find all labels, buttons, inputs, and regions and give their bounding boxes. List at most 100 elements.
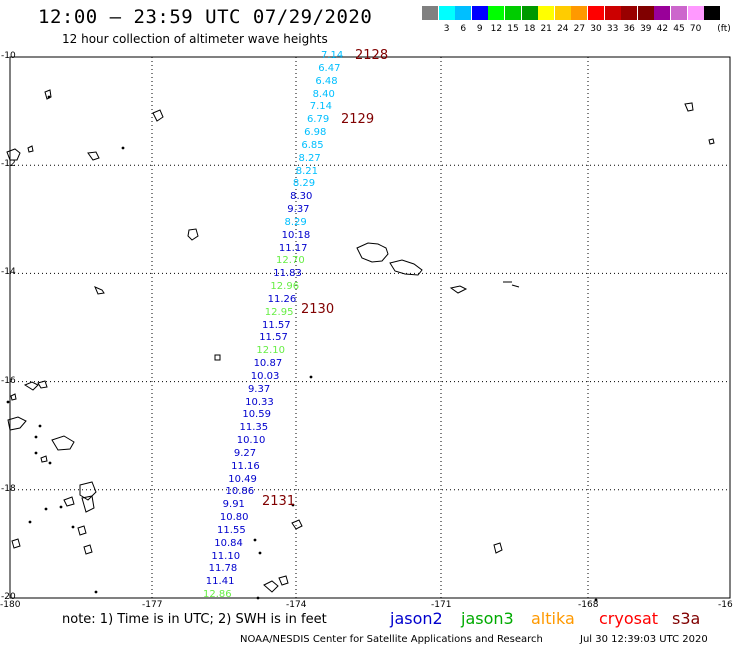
colorbar-tick-label: 24	[557, 24, 569, 34]
wave-height-label: 8.40	[312, 88, 335, 100]
wave-height-label: 12.96	[270, 281, 300, 292]
colorbar-swatch	[621, 6, 638, 20]
latitude-label: -18	[1, 483, 16, 494]
islands	[6, 89, 715, 602]
wave-height-label: 10.80	[219, 512, 249, 523]
colorbar-tick-label: 15	[507, 24, 519, 34]
colorbar-swatch	[538, 6, 555, 20]
island	[81, 495, 95, 513]
wave-height-label: 9.91	[222, 499, 245, 511]
colorbar-tick-label: 39	[640, 24, 652, 34]
latitude-label: -12	[1, 159, 16, 170]
colorbar-swatch	[654, 6, 671, 20]
wave-height-label: 12.70	[276, 255, 305, 267]
colorbar-swatch	[488, 6, 505, 20]
colorbar-tick-label: 33	[606, 24, 619, 34]
latitude-label: -10	[1, 51, 16, 61]
colorbar-swatch	[554, 6, 571, 20]
footer-note: note: 1) Time is in UTC; 2) SWH is in fe…	[62, 612, 327, 627]
colorbar-tick-label: 27	[573, 24, 586, 34]
colorbar-tick-label: 42	[656, 24, 669, 34]
wave-height-label: 11.17	[278, 242, 308, 254]
colorbar-tick-label: 18	[523, 24, 536, 34]
islet	[71, 525, 75, 529]
wave-height-label: 11.78	[208, 563, 238, 575]
wave-height-label: 7.14	[321, 50, 344, 61]
islet	[594, 598, 598, 602]
legend-jason3: jason3	[461, 609, 514, 628]
latitude-label: -14	[1, 267, 16, 278]
wave-height-label: 11.57	[259, 332, 288, 344]
colorbar-tick-label: 21	[540, 24, 552, 34]
graticule	[9, 56, 731, 599]
colorbar-swatch	[704, 6, 721, 20]
islet	[34, 451, 38, 455]
wave-height-label: 10.84	[214, 537, 243, 549]
island	[37, 380, 48, 389]
pass-time-label: 2130	[301, 302, 335, 317]
wave-height-label: 10.10	[236, 435, 266, 446]
colorbar-swatch	[505, 6, 521, 20]
colorbar-tick-label: 45	[673, 24, 685, 34]
wave-height-label: 6.98	[304, 127, 327, 138]
islet	[38, 424, 42, 428]
colorbar-swatch	[438, 6, 455, 20]
colorbar-swatch	[422, 6, 438, 20]
island	[152, 109, 164, 122]
colorbar-tick-label: 12	[490, 24, 503, 34]
colorbar-tick-label: 36	[623, 24, 635, 34]
colorbar-swatch	[521, 6, 538, 20]
island	[87, 151, 100, 161]
longitude-label: -180	[0, 600, 21, 610]
wave-height-label: 8.21	[295, 165, 318, 177]
latitude-label: -20	[1, 592, 16, 602]
wave-height-label: 11.16	[231, 460, 260, 472]
wave-height-label: 10.59	[242, 409, 271, 421]
island	[11, 538, 21, 549]
island	[7, 416, 27, 431]
wave-height-label: 8.29	[292, 178, 316, 190]
wave-height-label: 11.57	[262, 319, 291, 331]
islet	[291, 503, 295, 507]
longitude-label: -174	[286, 600, 307, 610]
map-title: 12:00 – 23:59 UTC 07/29/2020	[38, 6, 373, 28]
islet	[121, 146, 125, 150]
pass-time-label: 2129	[341, 112, 375, 127]
island	[51, 435, 75, 451]
island	[187, 228, 199, 241]
wave-height-label: 9.37	[247, 383, 271, 395]
colorbar-tick-label: 70	[689, 24, 702, 34]
wave-height-label: 6.85	[301, 139, 324, 151]
islet	[44, 507, 48, 511]
island	[83, 544, 93, 555]
islet	[34, 435, 38, 439]
colorbar-unit: (ft)	[717, 24, 731, 34]
island	[291, 519, 303, 530]
island	[40, 455, 48, 463]
island	[684, 102, 694, 112]
island	[44, 89, 52, 100]
island	[63, 496, 75, 507]
wave-height-label: 10.49	[228, 473, 257, 485]
pass-time-label: 2128	[355, 48, 389, 63]
islet	[28, 520, 32, 524]
colorbar-swatch	[455, 6, 472, 20]
colorbar-swatch	[687, 6, 704, 20]
wave-height-label: 11.41	[205, 576, 235, 588]
island	[10, 393, 17, 401]
wave-height-label: 11.35	[239, 422, 269, 434]
colorbar-tick-label: 3	[443, 24, 450, 34]
island	[449, 285, 468, 294]
longitude-label: -177	[142, 600, 163, 610]
wave-height-label: 6.47	[318, 62, 341, 74]
island	[263, 580, 279, 593]
wave-height-label: 11.26	[267, 293, 297, 305]
island	[493, 542, 503, 554]
islet	[6, 400, 10, 404]
island	[77, 525, 87, 536]
latitude-label: -16	[1, 375, 16, 386]
longitude-label: -16	[718, 600, 733, 610]
island	[214, 354, 221, 361]
wave-height-label: 11.83	[273, 268, 302, 280]
